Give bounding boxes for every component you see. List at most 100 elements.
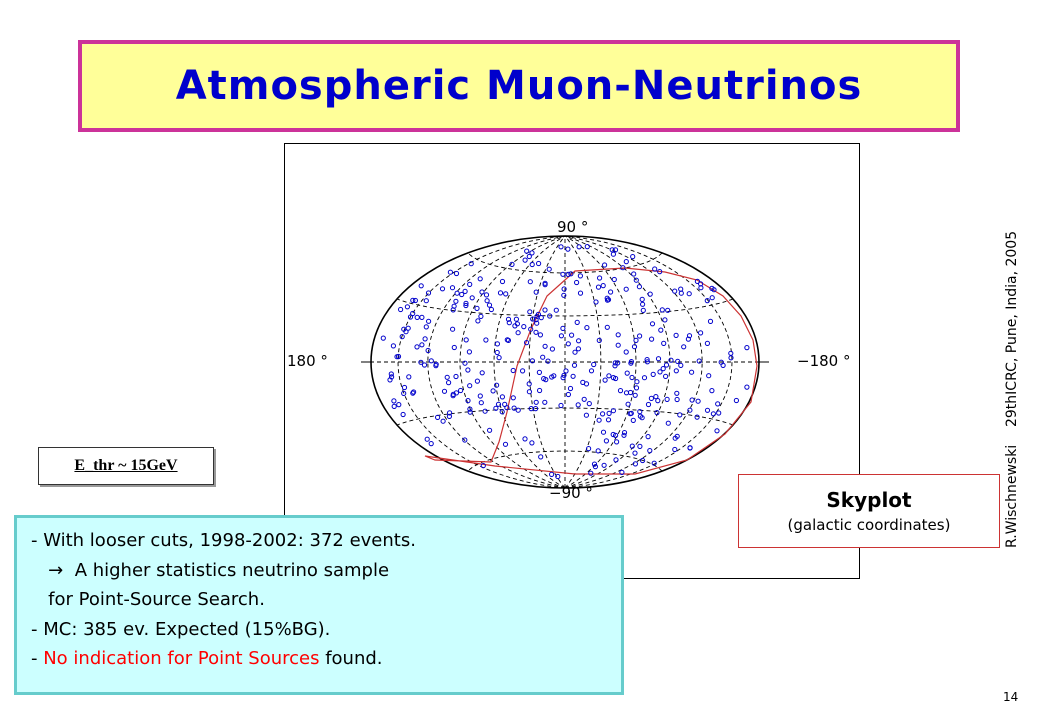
event-marker (604, 324, 610, 330)
event-marker (710, 411, 716, 417)
event-marker (584, 244, 590, 250)
event-marker (494, 382, 500, 388)
event-marker (663, 362, 670, 368)
event-marker (612, 363, 618, 369)
event-marker (569, 332, 575, 338)
event-marker (533, 289, 539, 295)
event-marker (534, 313, 540, 319)
event-marker (425, 290, 432, 296)
event-marker (565, 246, 571, 252)
event-marker (694, 278, 700, 284)
event-marker (533, 329, 539, 335)
event-marker (414, 344, 420, 350)
event-marker (502, 441, 509, 447)
event-marker (536, 260, 542, 267)
event-marker (728, 355, 734, 361)
event-marker (468, 261, 474, 267)
event-marker (488, 306, 494, 313)
event-marker (529, 250, 535, 256)
event-marker (615, 332, 621, 338)
event-marker (687, 445, 693, 451)
info-line: - No indication for Point Sources found. (31, 644, 621, 674)
visibility-boundary (424, 267, 758, 475)
event-marker (440, 418, 446, 424)
event-marker (640, 457, 646, 464)
event-marker (422, 336, 428, 342)
event-marker (600, 411, 606, 417)
event-marker (586, 401, 592, 407)
event-marker (509, 261, 515, 268)
event-marker (499, 409, 505, 415)
event-marker (704, 340, 710, 346)
event-marker (462, 437, 468, 443)
event-marker (451, 344, 457, 351)
event-marker (714, 428, 720, 434)
event-marker (558, 244, 564, 250)
event-marker (499, 394, 505, 400)
event-marker (575, 346, 581, 352)
event-marker (512, 323, 518, 329)
event-marker (687, 407, 693, 413)
event-marker (603, 438, 609, 444)
event-marker (662, 317, 668, 323)
event-marker (645, 434, 651, 440)
event-marker (487, 427, 493, 433)
event-marker (571, 362, 578, 368)
event-marker (634, 379, 640, 385)
event-marker (394, 354, 400, 360)
event-marker (665, 307, 671, 313)
event-marker (493, 405, 499, 411)
event-marker (629, 374, 635, 381)
skymap-svg (361, 235, 769, 489)
event-marker (639, 296, 645, 302)
event-marker (707, 318, 714, 324)
event-marker (612, 360, 618, 366)
event-marker (475, 318, 481, 324)
event-marker (664, 396, 670, 402)
threshold-box: E_thr ~ 15GeV (38, 447, 214, 485)
event-marker (686, 291, 692, 297)
event-marker (542, 399, 548, 405)
event-marker (494, 341, 500, 347)
event-marker (467, 406, 473, 412)
event-marker (651, 460, 657, 466)
event-marker (511, 405, 517, 411)
event-marker (583, 381, 590, 387)
event-marker (630, 254, 636, 260)
event-marker (595, 448, 601, 454)
event-marker (528, 326, 534, 332)
event-marker (619, 469, 625, 475)
event-marker (668, 357, 674, 363)
event-marker (425, 347, 431, 354)
event-marker (689, 369, 695, 375)
event-marker (657, 269, 663, 275)
event-marker (549, 471, 555, 477)
event-marker (446, 380, 452, 386)
event-marker (625, 401, 631, 407)
event-marker (716, 410, 722, 416)
event-marker (674, 433, 680, 439)
event-marker (499, 278, 506, 285)
event-marker (444, 374, 450, 380)
info-line: - With looser cuts, 1998-2002: 372 event… (31, 530, 416, 551)
event-marker (584, 325, 590, 331)
event-marker (602, 377, 608, 383)
event-marker (463, 337, 469, 343)
event-marker (572, 349, 578, 355)
skyplot-caption: Skyplot (galactic coordinates) (738, 474, 1000, 548)
event-marker (503, 291, 509, 297)
event-marker (388, 371, 394, 377)
page-number: 14 (1003, 690, 1019, 704)
event-marker (410, 390, 416, 396)
event-marker (694, 414, 700, 420)
event-marker (447, 410, 453, 416)
event-marker (678, 362, 684, 368)
event-marker (435, 414, 441, 420)
info-red-text: No indication for (43, 648, 198, 669)
event-marker (678, 286, 684, 292)
event-marker (391, 398, 397, 404)
event-marker (612, 247, 619, 253)
event-marker (534, 320, 540, 326)
event-marker (674, 390, 680, 396)
event-marker (596, 337, 602, 343)
